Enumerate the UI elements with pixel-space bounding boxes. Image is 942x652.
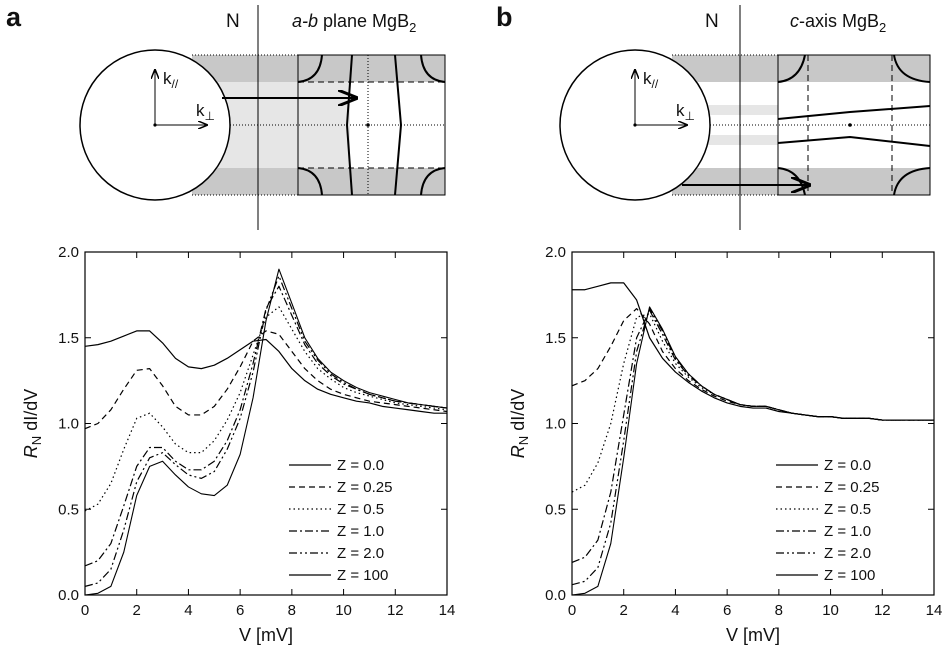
x-tick-label: 12 [387, 602, 404, 619]
x-tick-label: 6 [236, 602, 244, 619]
k-par: k// [163, 69, 179, 91]
k-par-sub: // [172, 77, 179, 91]
panel-label: b [496, 2, 513, 32]
plot: 0 2 4 6 8 10 12 14 0.0 0.5 1.0 1.5 2.0 V [mV] RN dI/dV… [21, 244, 455, 645]
fermi-band [298, 55, 445, 82]
fermi-band [298, 168, 445, 195]
zone-outline [297, 54, 446, 196]
k-par: k// [643, 69, 659, 91]
k-par-sub: // [652, 77, 659, 91]
legend-label: Z = 0.5 [337, 501, 384, 518]
series-line [85, 285, 447, 567]
plane-label: c-axis MgB2 [790, 11, 886, 35]
legend-label: Z = 0.25 [337, 479, 392, 496]
legend: Z = 0.0 Z = 0.25 Z = 0.5 Z = 1.0 Z = 2.0 Z = … [776, 457, 879, 584]
y-tick-label: 2.0 [545, 244, 566, 261]
fermi-band [672, 135, 778, 145]
legend-label: Z = 100 [824, 567, 875, 584]
y-axis-label: RN dI/dV [21, 389, 44, 458]
x-tick-label: 14 [926, 602, 942, 619]
y-tick-label: 1.0 [58, 416, 79, 433]
plane-sub: 2 [409, 20, 416, 35]
panel-label: a [6, 2, 22, 32]
n-label: N [226, 11, 240, 32]
series-line [85, 306, 447, 512]
k-perp-sub: ⊥ [205, 109, 215, 123]
plot-frame [84, 251, 448, 596]
k-perp: k⊥ [196, 101, 215, 123]
fermi-surface [777, 54, 931, 196]
x-tick-label: 2 [133, 602, 141, 619]
k-perp-text: k [196, 101, 205, 120]
y-tick-label: 1.5 [545, 330, 566, 347]
gamma-point [848, 123, 852, 127]
k-perp-sub: ⊥ [685, 109, 695, 123]
x-tick-label: 0 [568, 602, 576, 619]
legend-label: Z = 1.0 [824, 523, 871, 540]
fermi-band [672, 105, 778, 115]
k-perp-text: k [676, 101, 685, 120]
series-line [572, 306, 934, 596]
y-tick-label: 0.5 [58, 501, 79, 518]
x-tick-label: 14 [439, 602, 456, 619]
y-label-main: R [508, 445, 528, 458]
x-tick-label: 6 [723, 602, 731, 619]
x-tick-label: 12 [874, 602, 891, 619]
plot: 0 2 4 6 8 10 12 14 0.0 0.5 1.0 1.5 2.0 V [mV] RN dI/dV… [508, 244, 942, 645]
x-tick-label: 8 [775, 602, 783, 619]
y-label-sub: N [29, 436, 44, 445]
legend-label: Z = 2.0 [824, 545, 871, 562]
y-label-rest: dI/dV [21, 389, 41, 436]
x-tick-label: 4 [671, 602, 679, 619]
x-tick-label: 2 [620, 602, 628, 619]
plane-text: -axis MgB [799, 11, 879, 31]
y-tick-label: 1.0 [545, 416, 566, 433]
plane-label: a-b plane MgB2 [292, 11, 416, 35]
x-axis-label: V [mV] [239, 625, 293, 645]
series-line [572, 313, 934, 493]
y-tick-label: 2.0 [58, 244, 79, 261]
gamma-point [366, 123, 370, 127]
legend-label: Z = 0.0 [824, 457, 871, 474]
x-tick-label: 10 [335, 602, 352, 619]
fermi-surface [297, 54, 446, 196]
k-perp: k⊥ [676, 101, 695, 123]
y-tick-label: 0.5 [545, 501, 566, 518]
series-line [572, 308, 934, 421]
y-axis-label: RN dI/dV [508, 389, 531, 458]
y-label-rest: dI/dV [508, 389, 528, 436]
k-par-text: k [163, 69, 172, 88]
series-line [85, 330, 447, 414]
legend-label: Z = 1.0 [337, 523, 384, 540]
y-label-main: R [21, 445, 41, 458]
diagram-b: k// k⊥ N c-axis MgB2 b [496, 2, 931, 230]
series-line [85, 330, 447, 430]
x-tick-label: 8 [288, 602, 296, 619]
fermi-surface [777, 105, 931, 147]
series-line [572, 308, 934, 586]
x-tick-label: 10 [822, 602, 839, 619]
legend-label: Z = 100 [337, 567, 388, 584]
n-label: N [705, 11, 719, 32]
legend: Z = 0.0 Z = 0.25 Z = 0.5 Z = 1.0 Z = 2.0 Z = … [289, 457, 392, 584]
k-par-text: k [643, 69, 652, 88]
x-tick-label: 4 [184, 602, 192, 619]
y-label-sub: N [516, 436, 531, 445]
series-line [85, 268, 447, 596]
plane-text: plane MgB [318, 11, 409, 31]
plane-italic: c [790, 11, 799, 31]
legend-label: Z = 0.0 [337, 457, 384, 474]
y-tick-label: 1.5 [58, 330, 79, 347]
x-axis-label: V [mV] [726, 625, 780, 645]
legend-label: Z = 0.25 [824, 479, 879, 496]
legend-label: Z = 0.5 [824, 501, 871, 518]
y-tick-label: 0.0 [545, 587, 566, 604]
legend-label: Z = 2.0 [337, 545, 384, 562]
y-tick-label: 0.0 [58, 587, 79, 604]
diagram-a: k// k⊥ N a-b plane MgB2 a [6, 2, 446, 230]
plane-italic: a-b [292, 11, 318, 31]
x-tick-label: 0 [81, 602, 89, 619]
plane-sub: 2 [879, 20, 886, 35]
